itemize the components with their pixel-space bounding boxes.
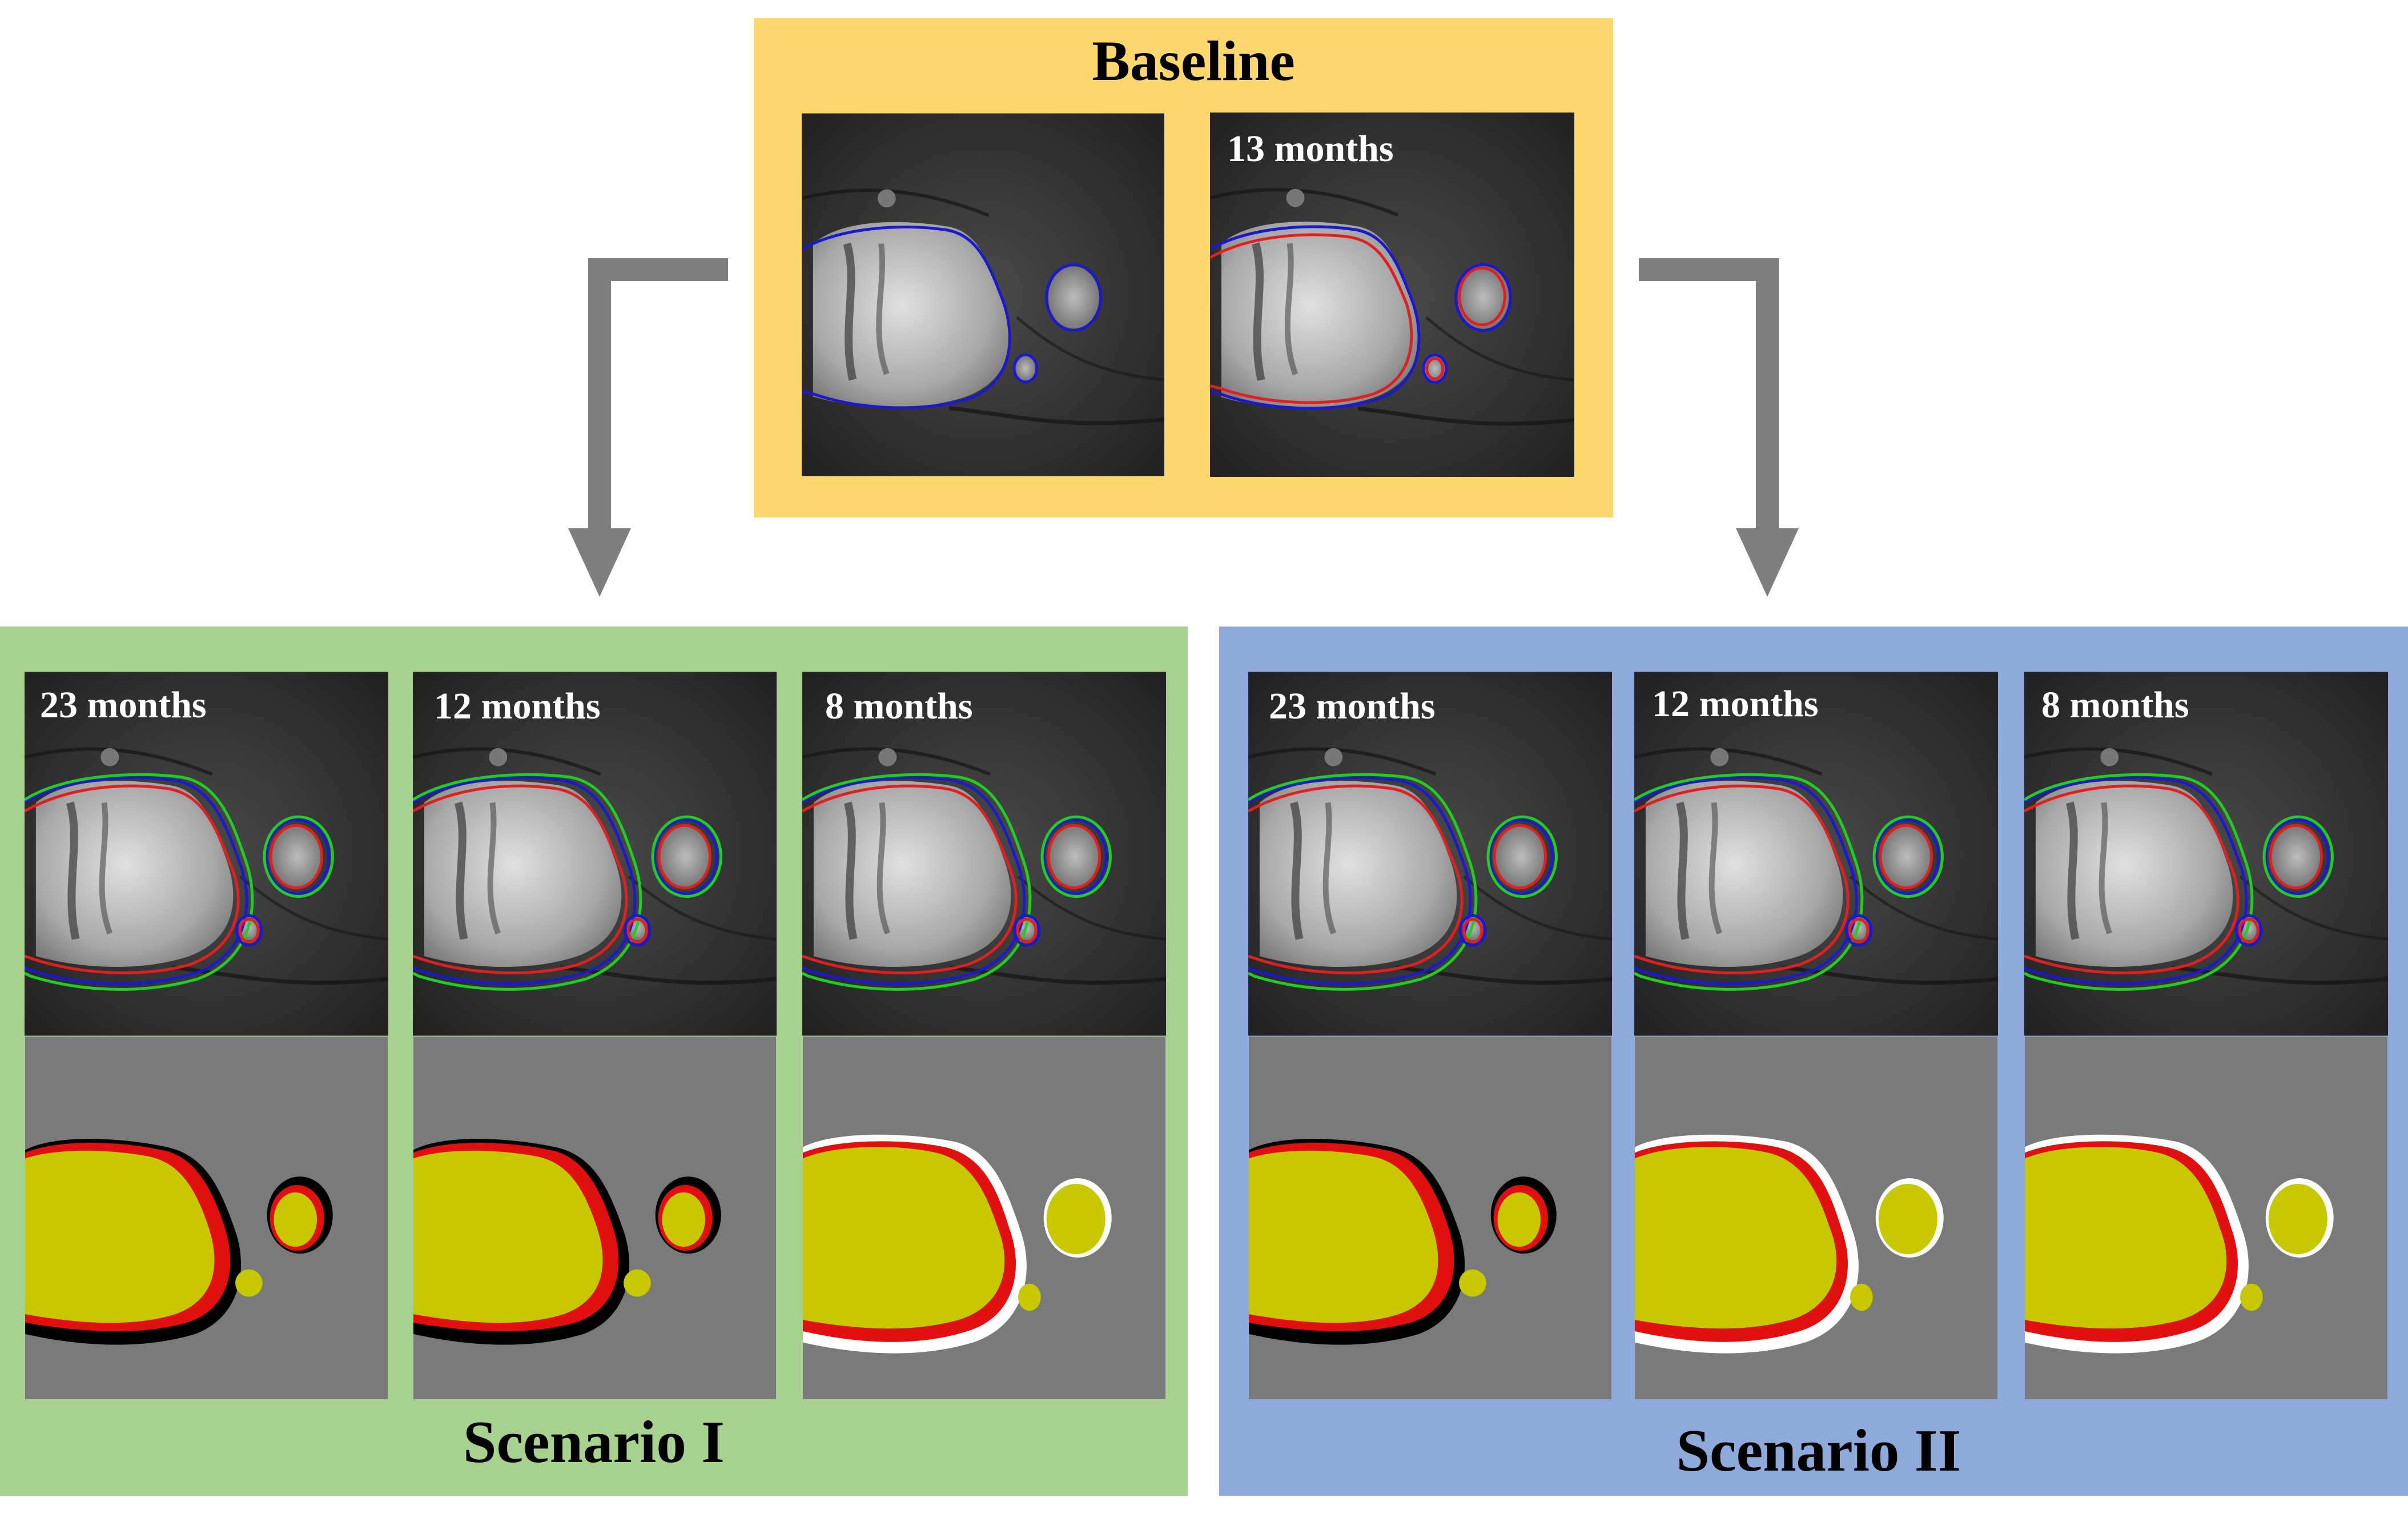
scenario2-panel-23: 23 months <box>1248 672 1612 1400</box>
scenario1-label-12: 12 months <box>434 685 601 727</box>
scenario1-panel-23: 23 months <box>25 672 388 1400</box>
scenario2-label-23: 23 months <box>1269 685 1436 727</box>
scenario1-panel-12: 12 months <box>413 672 777 1400</box>
scenario2-label-12: 12 months <box>1652 683 1819 725</box>
baseline-panel-2-label: 13 months <box>1227 128 1394 170</box>
scenario1-label-8: 8 months <box>825 685 973 727</box>
scenario1-panel-8: 8 months <box>802 672 1166 1400</box>
baseline-title: Baseline <box>1092 29 1295 93</box>
scenario1-title: Scenario I <box>463 1408 725 1475</box>
scenario2-panel-8: 8 months <box>2024 672 2388 1400</box>
scenario2-label-8: 8 months <box>2041 684 2189 726</box>
arrow-left <box>568 258 728 597</box>
scenario2-panel-12: 12 months <box>1634 672 1998 1400</box>
scenario1-label-23: 23 months <box>40 684 207 726</box>
baseline-panel-2: 13 months <box>1210 113 1574 477</box>
baseline-panel-1 <box>802 114 1164 476</box>
arrow-right <box>1639 258 1799 597</box>
scenario2-title: Scenario II <box>1677 1417 1961 1484</box>
